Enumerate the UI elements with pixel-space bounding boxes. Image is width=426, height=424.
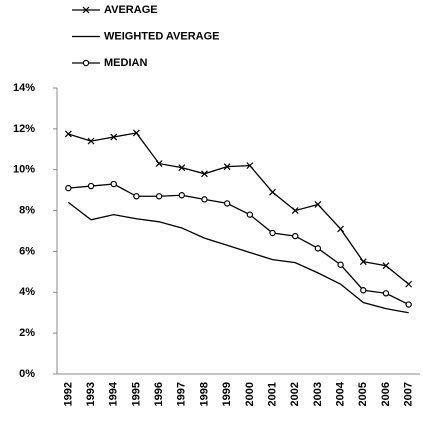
data-point	[87, 137, 95, 145]
data-point	[405, 301, 412, 308]
x-tick-label: 2002	[289, 382, 301, 406]
data-point	[178, 192, 185, 199]
data-point-shape	[337, 225, 345, 233]
data-point-shape	[87, 137, 95, 145]
x-tick-label: 1999	[221, 382, 233, 406]
legend-label: AVERAGE	[104, 4, 158, 16]
y-tick-label: 6%	[19, 245, 35, 257]
legend-label: WEIGHTED AVERAGE	[104, 30, 220, 42]
y-tick-label: 14%	[13, 82, 35, 94]
data-point	[337, 225, 345, 233]
data-point	[269, 229, 276, 237]
x-tick-label: 1997	[176, 382, 188, 406]
data-point-shape	[246, 162, 254, 170]
data-point	[269, 188, 276, 196]
data-point	[132, 129, 140, 137]
legend-label: MEDIAN	[104, 57, 147, 69]
data-point	[110, 133, 118, 141]
data-point-shape	[178, 164, 186, 172]
data-point	[178, 164, 186, 172]
data-point	[64, 130, 72, 138]
x-tick-label: 2006	[380, 382, 392, 406]
data-point	[314, 201, 322, 208]
data-point	[405, 280, 413, 288]
x-tick-label: 2000	[244, 382, 256, 406]
x-tick-label: 1998	[198, 382, 210, 406]
data-point-shape	[291, 207, 299, 214]
data-point-shape	[382, 262, 390, 270]
x-tick-label: 1994	[108, 381, 120, 406]
data-point	[359, 258, 367, 266]
data-point	[65, 184, 72, 192]
series-line	[68, 183, 409, 306]
series-line	[68, 132, 410, 285]
data-point	[223, 163, 231, 171]
x-tick-label: 1993	[85, 382, 97, 406]
x-tick-label: 2003	[312, 382, 324, 406]
x-tick-label: 2001	[266, 382, 278, 406]
data-point	[382, 290, 390, 297]
y-tick-label: 4%	[19, 286, 35, 298]
legend-marker	[82, 6, 90, 14]
data-point-shape	[64, 130, 72, 138]
legend-marker-shape	[82, 6, 90, 14]
y-tick-label: 0%	[19, 368, 35, 380]
data-point	[201, 170, 208, 178]
x-tick-label: 1992	[62, 382, 74, 406]
data-point-shape	[359, 258, 367, 266]
x-tick-label: 2005	[357, 382, 369, 406]
data-point-shape	[405, 280, 413, 288]
data-point-shape	[110, 133, 118, 141]
data-point	[110, 180, 117, 188]
data-point	[87, 182, 95, 190]
data-point-shape	[269, 188, 276, 196]
data-point	[133, 193, 140, 200]
x-tick-label: 2007	[403, 382, 415, 406]
data-point	[291, 207, 299, 214]
data-point	[314, 245, 322, 252]
x-tick-label: 1996	[153, 382, 165, 406]
data-point	[292, 232, 299, 240]
data-point	[382, 262, 390, 270]
data-point-shape	[155, 160, 163, 168]
data-point-shape	[223, 163, 231, 171]
data-point	[337, 261, 344, 268]
data-point-shape	[132, 129, 140, 137]
data-point	[246, 162, 254, 170]
data-point	[246, 211, 254, 218]
data-point	[223, 200, 231, 207]
data-point	[155, 160, 163, 168]
y-tick-label: 10%	[13, 164, 35, 176]
y-tick-label: 8%	[19, 204, 35, 216]
data-point	[155, 193, 163, 200]
y-tick-label: 2%	[19, 327, 35, 339]
data-point	[360, 287, 367, 294]
data-point-shape	[201, 170, 208, 178]
legend-marker	[82, 59, 90, 67]
data-point	[201, 196, 208, 203]
y-tick-label: 12%	[13, 123, 35, 135]
data-point-shape	[314, 201, 322, 208]
x-tick-label: 1995	[130, 382, 142, 406]
series-line	[67, 201, 409, 314]
x-tick-label: 2004	[335, 381, 347, 406]
